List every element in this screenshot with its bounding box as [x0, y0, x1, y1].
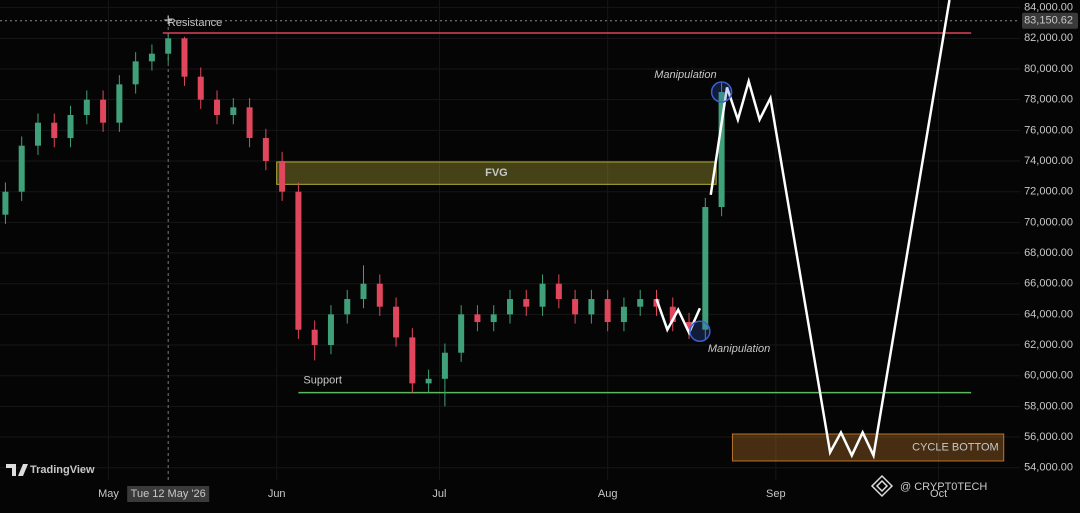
candle-body [100, 99, 107, 123]
crosshair-label: Tue 12 May '26 [131, 488, 206, 500]
x-tick-label: Sep [766, 488, 786, 500]
candle-body [572, 299, 579, 315]
watermark-icon [870, 474, 894, 498]
zone-label: FVG [485, 167, 508, 179]
zone [731, 433, 1005, 462]
x-tick-label: Jun [268, 488, 286, 500]
candle-body [507, 299, 513, 315]
zone [276, 161, 717, 185]
y-tick-label: 56,000.00 [1024, 431, 1073, 443]
y-tick-label: 54,000.00 [1024, 462, 1073, 474]
candle-body [702, 207, 709, 330]
candle-body [279, 161, 286, 192]
watermark: @ CRYPT0TECH [900, 481, 987, 493]
candle-body [67, 115, 74, 139]
candle-body [262, 138, 269, 162]
zone-label: CYCLE BOTTOM [912, 441, 999, 453]
y-tick-label: 72,000.00 [1024, 186, 1073, 198]
candle-body [344, 299, 351, 315]
candle-body [214, 99, 221, 116]
candle-body [246, 107, 253, 139]
candle-body [653, 299, 660, 307]
manipulation-circle [710, 81, 733, 103]
candle-body [490, 314, 497, 323]
candle-body [18, 145, 25, 192]
candle-body [669, 306, 676, 323]
level-label: Support [303, 374, 342, 386]
candle-body [604, 299, 611, 323]
candle-body [620, 306, 627, 323]
y-tick-label: 68,000.00 [1024, 247, 1073, 259]
y-tick-label: 70,000.00 [1024, 216, 1073, 228]
y-tick-label: 64,000.00 [1024, 308, 1073, 320]
y-tick-label: 58,000.00 [1024, 400, 1073, 412]
candle-body [393, 306, 400, 338]
candle-body [523, 299, 530, 307]
x-tick-label: Oct [930, 488, 947, 500]
y-tick-label: 82,000.00 [1024, 32, 1073, 44]
y-tick-label: 78,000.00 [1024, 94, 1073, 106]
candle-body [132, 61, 139, 85]
candle-body [311, 329, 318, 346]
manipulation-circle [689, 320, 711, 342]
candle-body [637, 299, 644, 307]
candle-body [474, 314, 481, 323]
candle-body [539, 283, 546, 307]
candle-body [376, 283, 383, 307]
candle-body [409, 337, 416, 384]
x-tick-label: Jul [432, 488, 446, 500]
crosshair-box [127, 486, 210, 502]
candle-body [51, 122, 58, 139]
y-tick-label: 66,000.00 [1024, 278, 1073, 290]
x-tick-label: May [98, 488, 119, 500]
candle-body [165, 38, 172, 54]
y-tick-label: 80,000.00 [1024, 63, 1073, 75]
y-tick-label: 62,000.00 [1024, 339, 1073, 351]
y-tick-label: 76,000.00 [1024, 124, 1073, 136]
last-price-label: 83,150.62 [1024, 15, 1073, 27]
candle-body [718, 92, 725, 208]
last-price-box [1022, 12, 1078, 29]
candle-body [116, 84, 123, 123]
y-tick-label: 74,000.00 [1024, 155, 1073, 167]
candle-body [83, 99, 90, 116]
candle-body [2, 191, 9, 215]
y-tick-label: 60,000.00 [1024, 370, 1073, 382]
candle-body [588, 299, 595, 315]
candle-body [425, 378, 432, 384]
y-tick-label: 84,000.00 [1024, 2, 1073, 14]
manipulation-label: Manipulation [654, 69, 716, 81]
candle-body [458, 314, 465, 353]
candle-body [181, 38, 188, 77]
watermark: TradingView [30, 464, 95, 476]
manipulation-label: Manipulation [708, 343, 770, 355]
candle-body [197, 76, 204, 100]
candle-body [360, 283, 367, 300]
candle-body [686, 322, 693, 330]
candle-body [34, 122, 41, 146]
candle-body [555, 283, 562, 300]
x-tick-label: Aug [598, 488, 618, 500]
candle-body [230, 107, 237, 116]
candle-body [295, 191, 302, 330]
candle-body [148, 53, 155, 62]
candle-body [327, 314, 334, 346]
level-label: Resistance [168, 17, 222, 29]
crosshair-plus [164, 16, 173, 24]
candle-body [441, 352, 448, 379]
tv-logo [6, 464, 28, 476]
